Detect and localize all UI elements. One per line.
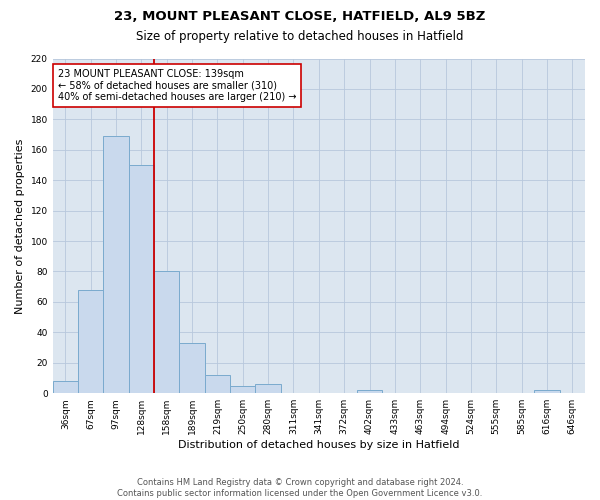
Bar bbox=[357, 390, 382, 393]
Bar bbox=[103, 136, 129, 393]
Text: Contains HM Land Registry data © Crown copyright and database right 2024.
Contai: Contains HM Land Registry data © Crown c… bbox=[118, 478, 482, 498]
Bar bbox=[129, 165, 154, 393]
Bar bbox=[179, 343, 205, 393]
X-axis label: Distribution of detached houses by size in Hatfield: Distribution of detached houses by size … bbox=[178, 440, 460, 450]
Bar bbox=[535, 390, 560, 393]
Y-axis label: Number of detached properties: Number of detached properties bbox=[15, 138, 25, 314]
Text: Size of property relative to detached houses in Hatfield: Size of property relative to detached ho… bbox=[136, 30, 464, 43]
Bar bbox=[53, 381, 78, 393]
Bar bbox=[78, 290, 103, 393]
Text: 23, MOUNT PLEASANT CLOSE, HATFIELD, AL9 5BZ: 23, MOUNT PLEASANT CLOSE, HATFIELD, AL9 … bbox=[115, 10, 485, 23]
Text: 23 MOUNT PLEASANT CLOSE: 139sqm
← 58% of detached houses are smaller (310)
40% o: 23 MOUNT PLEASANT CLOSE: 139sqm ← 58% of… bbox=[58, 68, 296, 102]
Bar bbox=[256, 384, 281, 393]
Bar bbox=[205, 375, 230, 393]
Bar bbox=[154, 272, 179, 393]
Bar bbox=[230, 386, 256, 393]
